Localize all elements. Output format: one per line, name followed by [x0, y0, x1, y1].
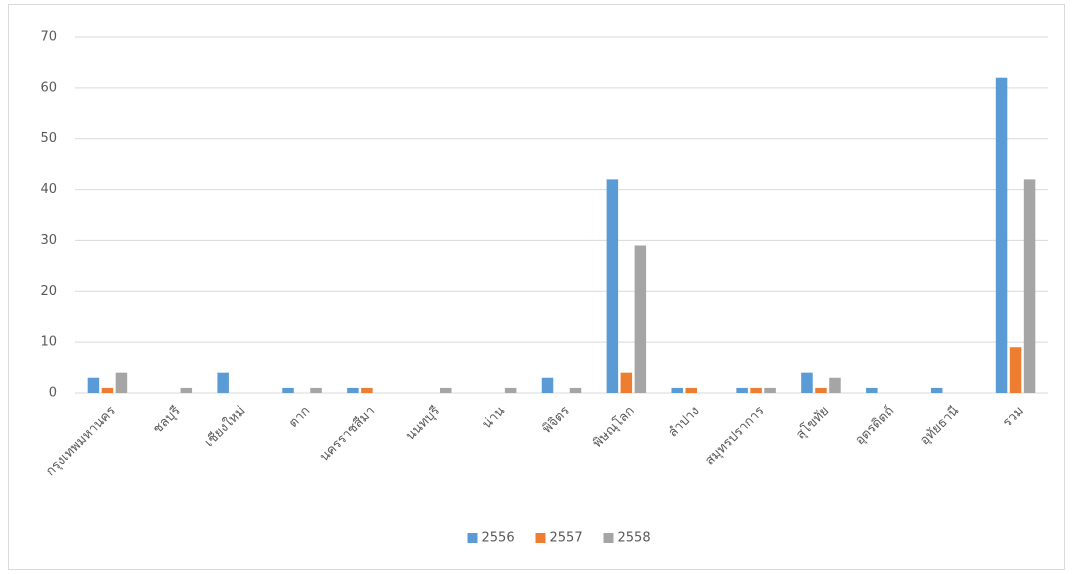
bar — [866, 387, 878, 393]
bar — [930, 387, 943, 393]
y-tick-label: 10 — [40, 335, 57, 350]
bar — [620, 372, 633, 393]
y-tick-label: 0 — [49, 386, 57, 401]
bar — [736, 387, 748, 393]
legend-label: 2557 — [550, 531, 583, 546]
bar — [101, 387, 114, 393]
legend-swatch — [535, 533, 546, 543]
bar — [310, 387, 322, 393]
bar — [671, 387, 683, 393]
y-tick-label: 60 — [40, 80, 57, 95]
bar — [180, 387, 193, 393]
y-tick-label: 50 — [40, 131, 57, 146]
bar — [282, 387, 294, 393]
bar — [634, 245, 647, 393]
y-tick-label: 30 — [40, 233, 57, 248]
bar — [750, 387, 762, 393]
bar — [801, 372, 813, 393]
bar — [115, 372, 128, 393]
legend-swatch — [603, 533, 614, 543]
bar — [1023, 179, 1036, 393]
legend-label: 2556 — [482, 531, 515, 546]
bar — [995, 77, 1008, 393]
bar — [815, 387, 827, 393]
y-tick-label: 20 — [40, 284, 57, 299]
bar — [569, 387, 582, 393]
legend-label: 2558 — [618, 531, 651, 546]
bar — [87, 377, 100, 393]
bar — [541, 377, 554, 393]
bar — [347, 387, 359, 393]
chart-border — [8, 4, 1065, 570]
bar — [1009, 347, 1022, 393]
y-tick-label: 70 — [40, 30, 57, 45]
bar — [361, 387, 373, 393]
bar — [504, 387, 517, 393]
bar — [685, 387, 697, 393]
bar — [606, 179, 619, 393]
bar — [764, 387, 776, 393]
bar — [217, 372, 229, 393]
y-tick-label: 40 — [40, 182, 57, 197]
legend-swatch — [467, 533, 478, 543]
bar — [440, 387, 452, 393]
bar — [829, 377, 841, 393]
